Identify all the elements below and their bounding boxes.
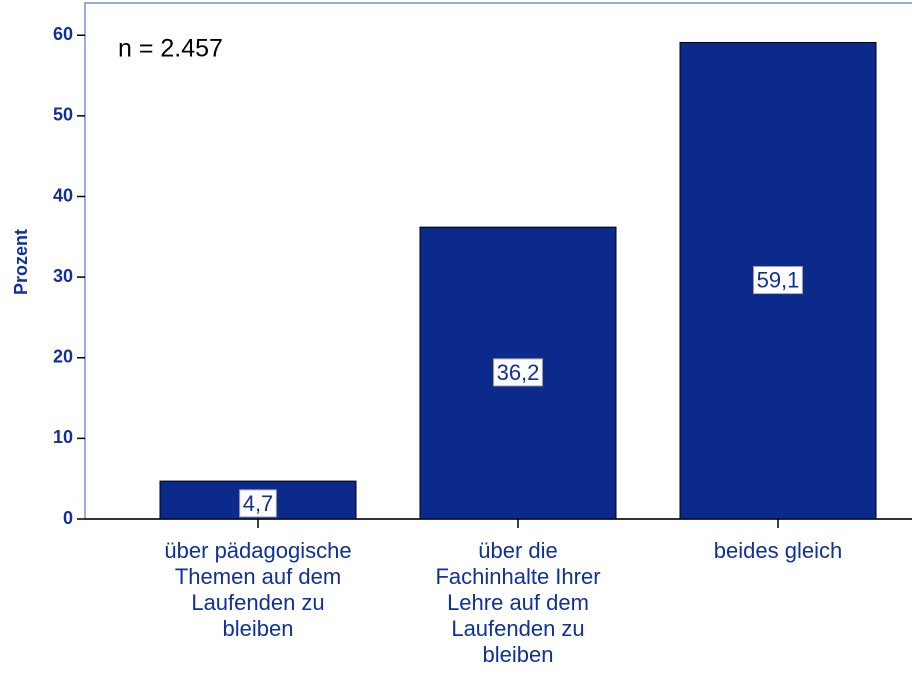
value-label: 36,2 [497,360,540,385]
value-label-box [239,489,277,518]
y-tick-label: 60 [53,24,73,44]
value-label-box [493,358,543,387]
y-axis-label: Prozent [11,229,31,295]
x-tick-label: über pädagogische Themen auf dem Laufend… [164,538,352,641]
value-label: 59,1 [757,268,800,293]
x-tick-label: beides gleich [713,538,843,563]
y-tick-label: 50 [53,105,73,125]
x-tick-label: über die Fachinhalte Ihrer Lehre auf dem… [435,538,601,667]
value-label: 4,7 [243,491,274,516]
y-tick-label: 40 [53,185,73,205]
y-tick-label: 30 [53,266,73,286]
annotation: n = 2.457 [118,35,223,63]
y-tick-label: 0 [63,508,73,528]
y-tick-label: 10 [53,427,73,447]
y-tick-label: 20 [53,347,73,367]
value-label-box [753,266,803,295]
